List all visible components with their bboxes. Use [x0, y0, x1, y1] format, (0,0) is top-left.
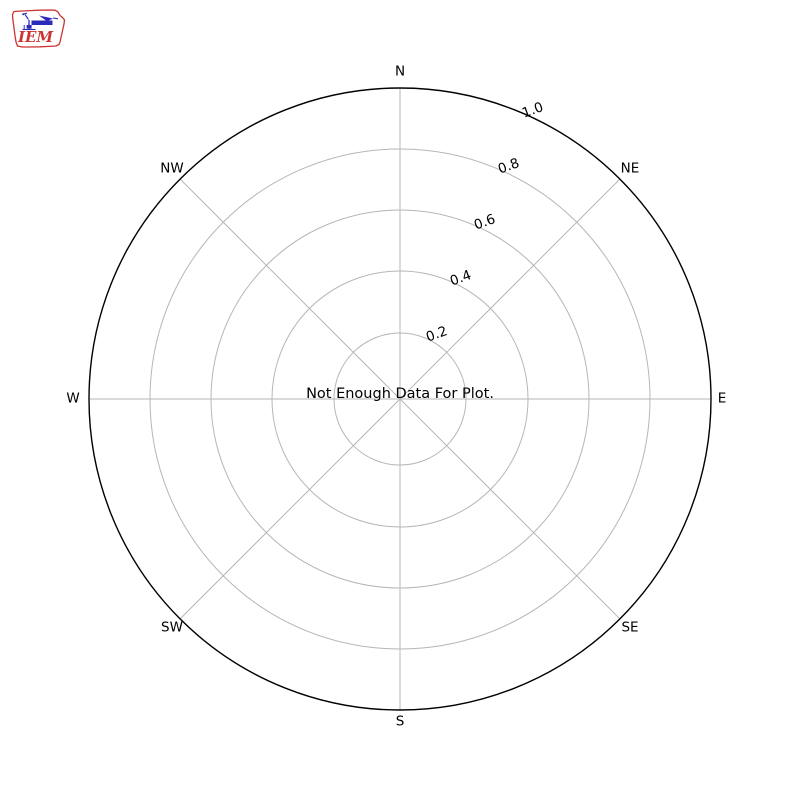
grid-circle-0-4: [271, 270, 529, 528]
direction-label-ne: NE: [620, 160, 640, 177]
anemometer-icon: [22, 12, 59, 31]
direction-label-sw: SW: [161, 619, 183, 636]
no-data-message: Not Enough Data For Plot.: [306, 385, 494, 402]
iem-wordmark: IEM: [17, 28, 53, 46]
grid-circle-0-8: [149, 148, 651, 650]
grid-circle-0-6: [210, 209, 590, 589]
polar-spokes: [89, 88, 711, 710]
direction-label-n: N: [394, 63, 406, 80]
direction-label-se: SE: [621, 619, 639, 636]
spoke-ne-sw: [179, 178, 621, 620]
direction-label-nw: NW: [160, 160, 184, 177]
direction-label-w: W: [66, 390, 80, 407]
iowa-outline-icon: [11, 9, 66, 48]
iem-logo[interactable]: IEM: [8, 5, 70, 53]
polar-outer-circle: [88, 87, 712, 711]
polar-grid-circles: [149, 148, 651, 650]
direction-label-e: E: [717, 390, 727, 407]
iem-logo-graphic: IEM: [11, 9, 66, 48]
direction-label-s: S: [395, 713, 405, 730]
grid-circle-0-2: [333, 332, 467, 466]
